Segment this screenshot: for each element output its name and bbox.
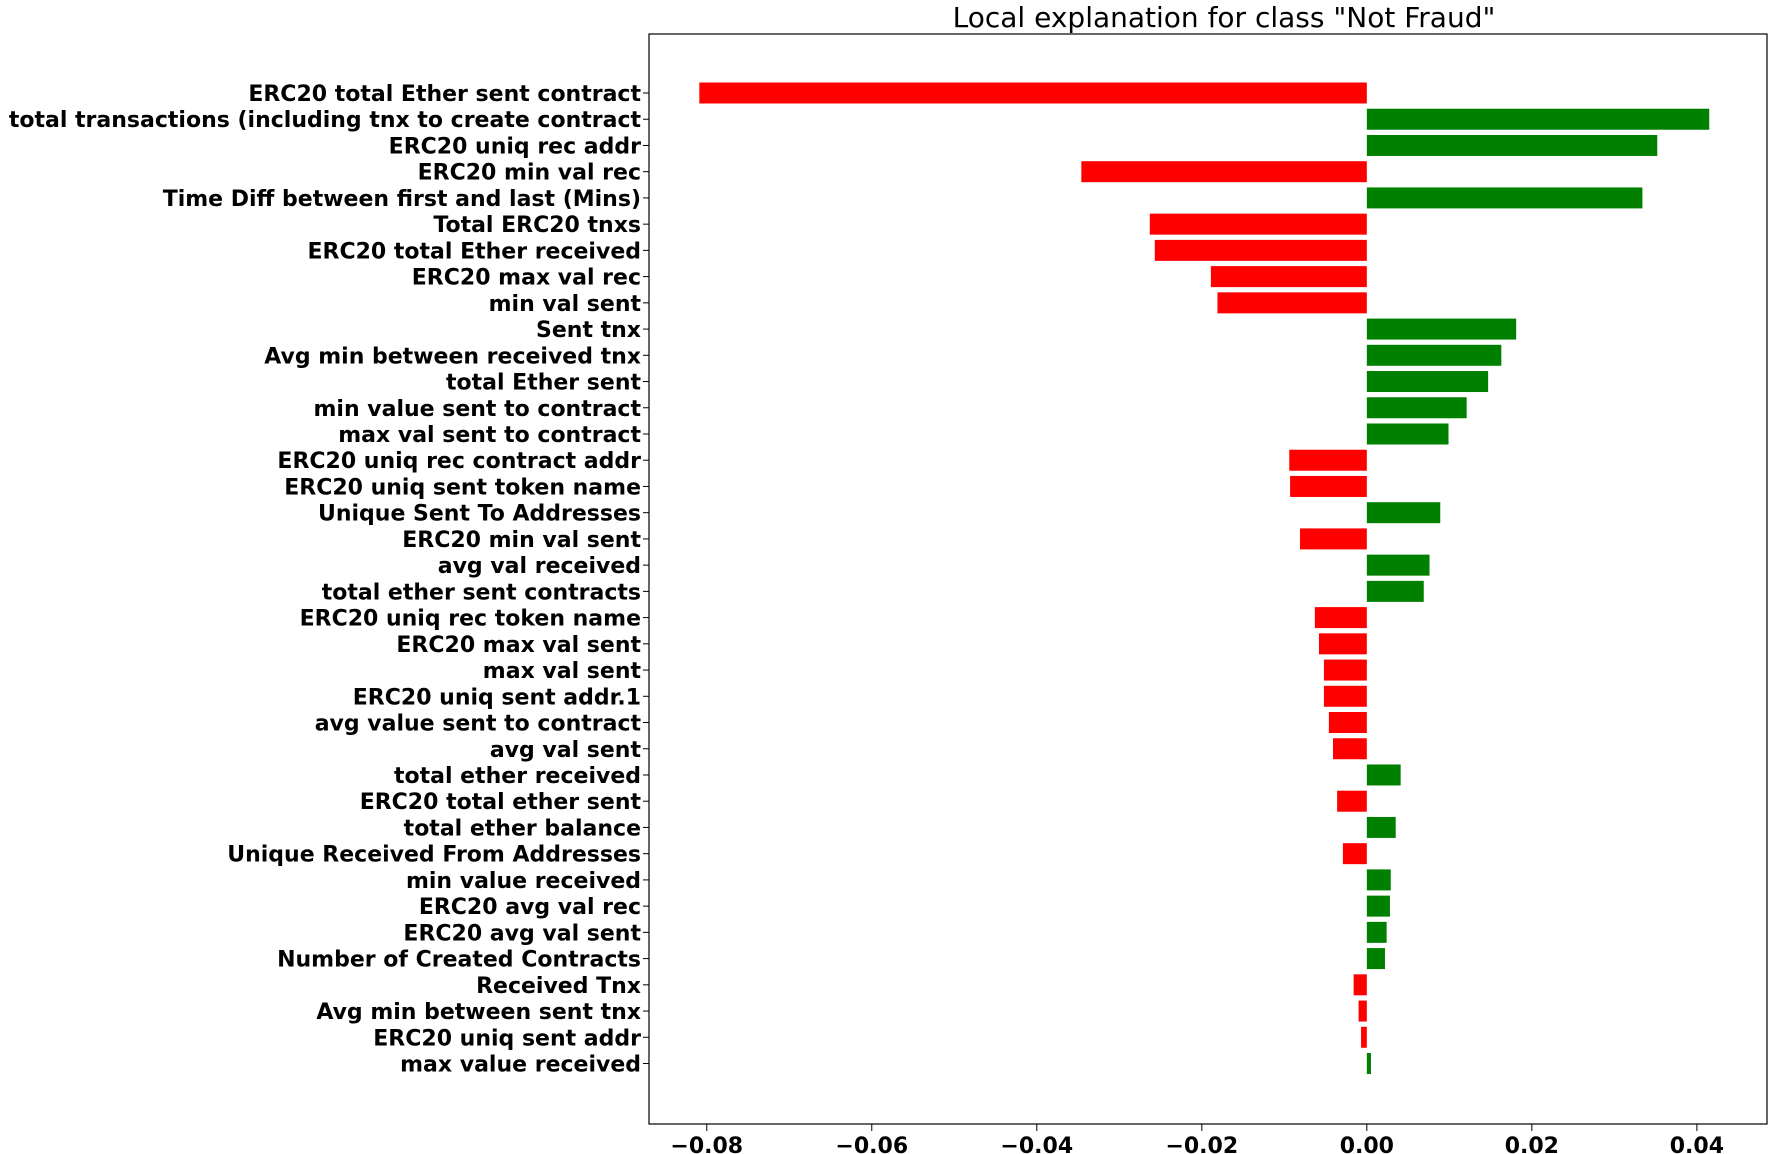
y-tick-label: ERC20 max val rec — [412, 266, 641, 291]
bar-17 — [1299, 528, 1367, 550]
y-tick-label: Total ERC20 tnxs — [433, 213, 641, 238]
bar-25 — [1333, 738, 1367, 760]
bar-19 — [1366, 580, 1424, 602]
y-tick-label: Number of Created Contracts — [277, 948, 641, 973]
y-tick-label: min val sent — [489, 292, 642, 317]
y-tick-label: ERC20 uniq rec token name — [300, 607, 641, 632]
bar-1 — [1366, 108, 1710, 130]
bar-7 — [1210, 266, 1367, 288]
y-tick-label: Unique Received From Addresses — [227, 843, 641, 868]
bar-10 — [1366, 344, 1502, 366]
bar-21 — [1318, 633, 1367, 655]
bar-36 — [1361, 1026, 1367, 1048]
y-tick-label: max val sent — [483, 659, 642, 684]
y-tick-label: total ether received — [394, 764, 641, 789]
bar-5 — [1149, 213, 1367, 235]
y-tick-label: ERC20 uniq rec addr — [389, 134, 641, 159]
x-axis: −0.08 −0.06 −0.04 −0.02 0.00 0.02 0.04 — [670, 1124, 1724, 1154]
bar-13 — [1366, 423, 1449, 445]
bar-6 — [1154, 239, 1367, 261]
bar-35 — [1358, 1000, 1367, 1022]
y-tick-label: Time Diff between first and last (Mins) — [163, 187, 641, 212]
y-tick-label: total Ether sent — [446, 371, 642, 396]
x-tick-label: 0.02 — [1505, 1134, 1559, 1154]
x-tick-label: −0.06 — [835, 1134, 908, 1154]
bars-group — [699, 82, 1710, 1075]
x-tick-label: 0.04 — [1670, 1134, 1724, 1154]
bar-11 — [1366, 371, 1489, 393]
bar-30 — [1366, 869, 1391, 891]
bar-26 — [1366, 764, 1401, 786]
bar-18 — [1366, 554, 1430, 576]
bar-3 — [1081, 161, 1367, 183]
y-tick-label: ERC20 uniq sent addr.1 — [353, 685, 641, 710]
bar-22 — [1323, 659, 1367, 681]
bar-0 — [699, 82, 1367, 104]
y-tick-label: min value received — [406, 869, 641, 894]
y-tick-label: Received Tnx — [476, 974, 641, 999]
y-tick-label: max value received — [400, 1053, 641, 1078]
bar-24 — [1328, 712, 1367, 734]
bar-9 — [1366, 318, 1517, 340]
y-tick-label: ERC20 total ether sent — [360, 790, 642, 815]
bar-28 — [1366, 816, 1396, 838]
bar-32 — [1366, 921, 1387, 943]
y-tick-label: ERC20 avg val sent — [403, 921, 641, 946]
plot-area-frame — [648, 33, 1768, 1125]
y-tick-label: total ether balance — [404, 816, 641, 841]
y-tick-label: ERC20 total Ether sent contract — [248, 82, 641, 107]
bar-4 — [1366, 187, 1643, 209]
bar-34 — [1353, 974, 1367, 996]
y-tick-label: ERC20 uniq rec contract addr — [277, 449, 641, 474]
y-tick-label: min value sent to contract — [314, 397, 642, 422]
bar-14 — [1289, 449, 1367, 471]
x-tick-label: −0.02 — [1165, 1134, 1238, 1154]
y-tick-label: ERC20 min val rec — [418, 161, 641, 186]
y-tick-label: avg val sent — [490, 738, 642, 763]
bar-29 — [1342, 843, 1367, 865]
y-tick-label: Unique Sent To Addresses — [318, 502, 641, 527]
bar-8 — [1217, 292, 1367, 314]
y-tick-label: Avg min between received tnx — [264, 344, 641, 369]
y-tick-label: total ether sent contracts — [322, 580, 641, 605]
y-tick-label: avg val received — [438, 554, 641, 579]
bar-33 — [1366, 948, 1385, 970]
y-tick-label: Avg min between sent tnx — [316, 1000, 641, 1025]
y-tick-label: total transactions (including tnx to cre… — [9, 108, 642, 133]
bar-20 — [1314, 607, 1367, 629]
y-tick-label: ERC20 max val sent — [396, 633, 641, 658]
bar-15 — [1290, 475, 1367, 497]
bar-23 — [1323, 685, 1367, 707]
bar-31 — [1366, 895, 1390, 917]
bar-2 — [1366, 134, 1658, 156]
bar-37 — [1366, 1053, 1371, 1075]
y-tick-label: ERC20 uniq sent token name — [284, 475, 641, 500]
y-tick-label: ERC20 total Ether received — [307, 239, 641, 264]
y-tick-label: ERC20 avg val rec — [419, 895, 641, 920]
x-tick-label: −0.04 — [1000, 1134, 1073, 1154]
y-tick-label: ERC20 uniq sent addr — [373, 1026, 641, 1051]
x-tick-label: 0.00 — [1340, 1134, 1394, 1154]
y-tick-label: Sent tnx — [536, 318, 641, 343]
chart-title: Local explanation for class "Not Fraud" — [953, 1, 1496, 34]
bar-16 — [1366, 502, 1441, 524]
x-tick-label: −0.08 — [670, 1134, 743, 1154]
bar-27 — [1337, 790, 1367, 812]
y-tick-label: ERC20 min val sent — [402, 528, 641, 553]
y-tick-label: avg value sent to contract — [315, 712, 642, 737]
y-tick-label: max val sent to contract — [338, 423, 641, 448]
bar-12 — [1366, 397, 1467, 419]
